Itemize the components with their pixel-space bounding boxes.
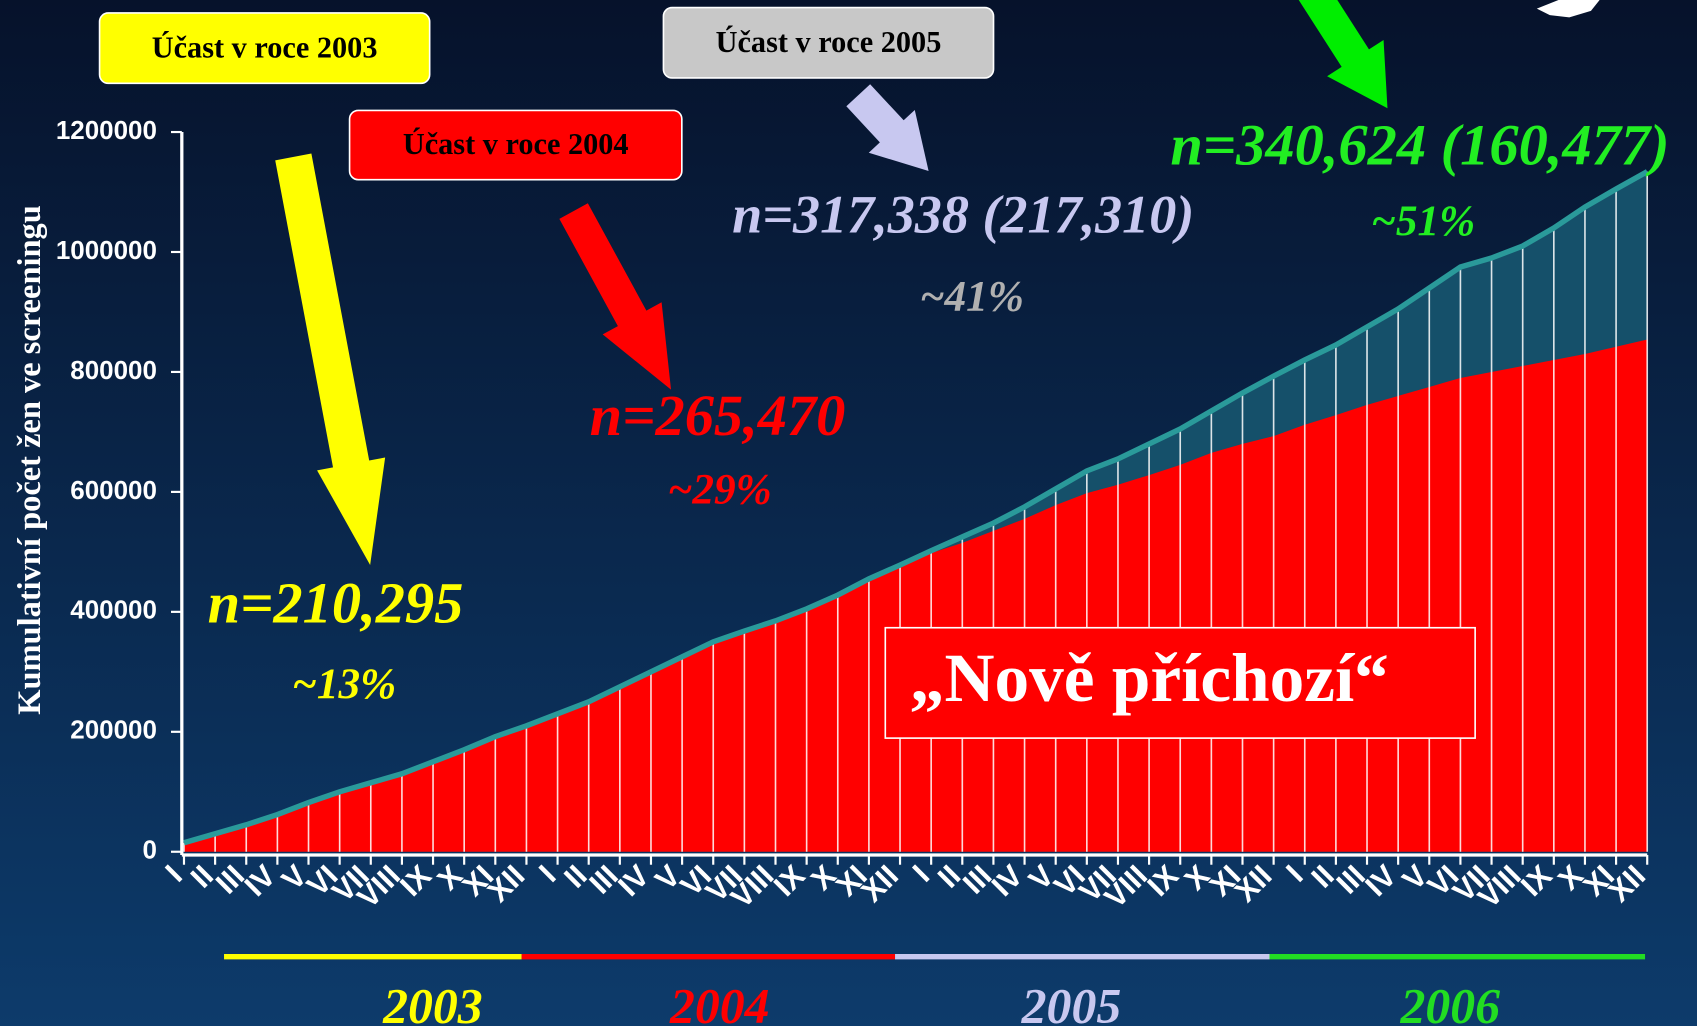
- year-label: 2003: [382, 979, 483, 1026]
- annotation: ~13%: [292, 660, 396, 708]
- map-icon: [1536, 0, 1600, 18]
- participation-label: Účast v roce 2004: [403, 127, 629, 161]
- annotation: n=340,624 (160,477): [1170, 113, 1669, 178]
- year-label: 2005: [1021, 979, 1122, 1026]
- y-tick-label: 1000000: [56, 235, 157, 265]
- y-tick-label: 0: [142, 835, 156, 865]
- annotation: ~41%: [920, 273, 1024, 321]
- y-tick-label: 400000: [70, 595, 157, 625]
- participation-box: [348, 109, 683, 181]
- y-tick-label: 600000: [70, 475, 157, 505]
- year-label: 2006: [1399, 979, 1500, 1026]
- y-tick-label: 800000: [70, 355, 157, 385]
- annotation: ~29%: [668, 465, 772, 513]
- y-tick-label: 1200000: [56, 115, 157, 145]
- legend-label: „Nově příchozí“: [910, 639, 1389, 716]
- annotation: n=265,470: [590, 383, 846, 448]
- annotation: n=317,338 (217,310): [732, 185, 1194, 245]
- year-label: 2004: [669, 979, 770, 1026]
- participation-label: Účast v roce 2005: [716, 25, 942, 59]
- arrow: [1298, 0, 1388, 109]
- arrow: [275, 153, 386, 565]
- participation-box: [662, 6, 995, 79]
- y-tick-label: 200000: [70, 715, 157, 745]
- legend-box: [884, 626, 1476, 739]
- arrow: [846, 84, 929, 172]
- total-line: [183, 169, 1649, 846]
- annotation: n=210,295: [208, 570, 464, 635]
- arrow: [559, 203, 672, 390]
- y-axis-label: Kumulativní počet žen ve screeningu: [12, 205, 48, 715]
- participation-box: [98, 12, 431, 85]
- annotation: ~51%: [1371, 197, 1475, 245]
- participation-label: Účast v roce 2003: [152, 30, 378, 64]
